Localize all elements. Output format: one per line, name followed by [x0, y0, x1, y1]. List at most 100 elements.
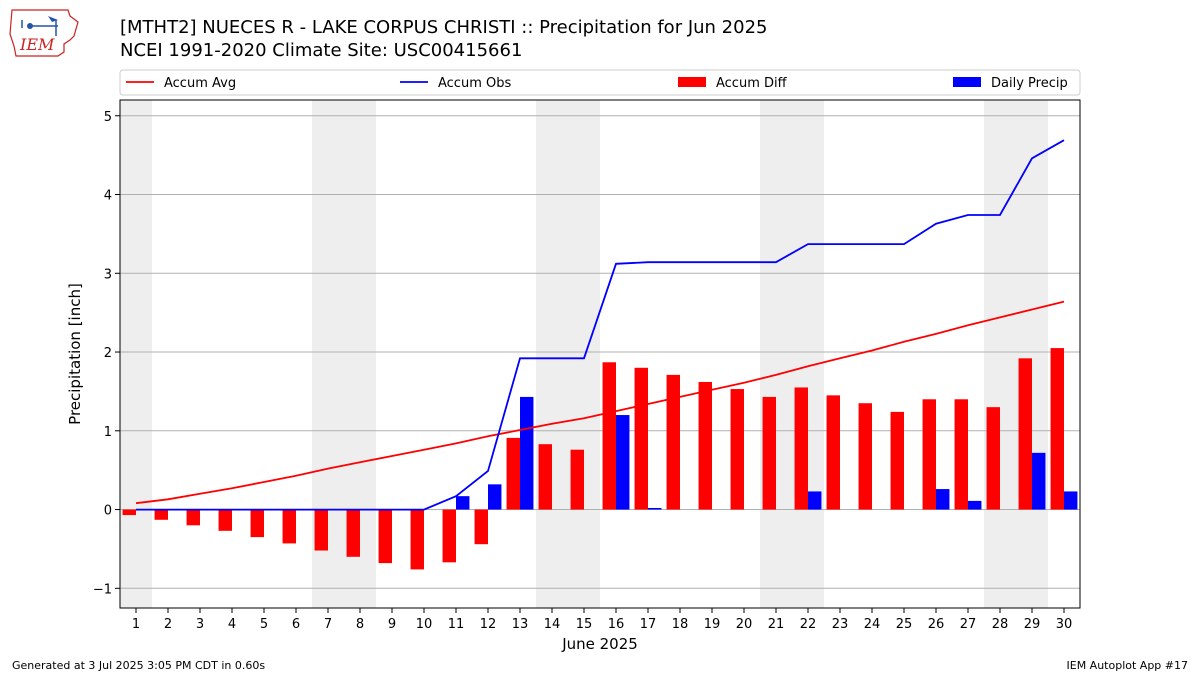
legend-swatch-accum-diff: [678, 77, 706, 87]
y-tick-label: 0: [104, 504, 112, 519]
y-tick-label: −1: [93, 582, 112, 597]
legend: Accum Avg Accum Obs Accum Diff Daily Precip: [119, 69, 1081, 96]
x-tick-label: 4: [228, 617, 236, 632]
x-tick-label: 2: [164, 617, 172, 632]
x-tick-label: 6: [292, 617, 300, 632]
accum-diff-bar-day-18: [666, 374, 680, 510]
daily-precip-bar-day-30: [1064, 491, 1078, 510]
accum-diff-bar-day-3: [186, 509, 200, 526]
daily-precip-bar-day-16: [616, 415, 630, 510]
accum-diff-bar-day-19: [698, 381, 712, 510]
legend-box: [119, 69, 1081, 96]
x-tick-label: 10: [416, 617, 433, 632]
accum-diff-bar-day-5: [250, 509, 264, 538]
x-tick-label: 13: [512, 617, 529, 632]
daily-precip-bar-day-27: [968, 500, 982, 510]
x-tick-label: 24: [864, 617, 881, 632]
x-tick-label: 29: [1024, 617, 1041, 632]
accum-diff-bar-day-27: [954, 399, 968, 510]
x-tick-label: 18: [672, 617, 689, 632]
y-tick-label: 1: [104, 425, 112, 440]
accum-diff-bar-day-23: [826, 395, 840, 510]
logo-text: IEM: [19, 35, 55, 54]
x-tick-label: 19: [704, 617, 721, 632]
x-tick-label: 12: [480, 617, 497, 632]
legend-item-accum-diff: Accum Diff: [678, 76, 788, 91]
accum-diff-bar-day-8: [346, 509, 360, 557]
shaded-day-29: [1016, 100, 1048, 608]
daily-precip-bar-day-17: [648, 507, 662, 510]
legend-label-accum-obs: Accum Obs: [438, 76, 511, 91]
x-tick-label: 17: [640, 617, 657, 632]
shaded-day-1: [120, 100, 152, 608]
legend-item-daily-precip: Daily Precip: [953, 76, 1068, 91]
x-tick-label: 20: [736, 617, 753, 632]
accum-diff-bar-day-4: [218, 509, 232, 531]
accum-diff-bar-day-14: [538, 444, 552, 510]
x-tick-label: 27: [960, 617, 977, 632]
accum-obs-line: [136, 139, 1065, 511]
y-tick-label: 5: [104, 110, 112, 125]
x-tick-label: 11: [448, 617, 465, 632]
y-axis-label: Precipitation [inch]: [66, 283, 84, 425]
accum-diff-bar-day-21: [762, 396, 776, 510]
iem-logo-graphic: IEM: [9, 9, 79, 57]
accum-diff-bar-day-1: [122, 509, 136, 516]
x-tick-label: 25: [896, 617, 913, 632]
shaded-day-22: [792, 100, 824, 608]
daily-precip-bar-day-12: [488, 484, 502, 510]
accum-diff-bar-day-6: [282, 509, 296, 544]
x-tick-label: 8: [356, 617, 364, 632]
x-tick-label: 28: [992, 617, 1009, 632]
y-tick-label: 2: [104, 346, 112, 361]
accum-diff-bar-day-2: [154, 509, 168, 520]
accum-diff-bar-day-20: [730, 389, 744, 510]
accum-diff-bar-day-13: [506, 437, 520, 510]
accum-diff-bar-day-24: [858, 403, 872, 510]
daily-precip-bar-day-11: [456, 496, 470, 510]
x-tick-label: 7: [324, 617, 332, 632]
accum-diff-bar-day-12: [474, 509, 488, 545]
legend-swatch-daily-precip: [953, 77, 981, 87]
shaded-day-28: [984, 100, 1016, 608]
shaded-day-21: [760, 100, 792, 608]
x-tick-label: 22: [800, 617, 817, 632]
accum-diff-bar-day-29: [1018, 358, 1032, 510]
legend-item-accum-obs: Accum Obs: [400, 76, 511, 91]
x-tick-label: 3: [196, 617, 204, 632]
accum-diff-bar-day-16: [602, 362, 616, 510]
footer-app: IEM Autoplot App #17: [1066, 659, 1189, 672]
lines: [135, 139, 1065, 511]
accum-diff-bar-day-28: [986, 407, 1000, 510]
legend-label-daily-precip: Daily Precip: [991, 76, 1068, 91]
bars: [122, 348, 1078, 570]
accum-avg-line: [135, 300, 1065, 505]
accum-diff-bar-day-30: [1050, 348, 1064, 510]
accum-diff-bar-day-11: [442, 509, 456, 563]
footer-generated: Generated at 3 Jul 2025 3:05 PM CDT in 0…: [12, 659, 266, 672]
accum-diff-bar-day-26: [922, 399, 936, 510]
plot-frame: [119, 99, 1081, 609]
legend-label-accum-diff: Accum Diff: [716, 76, 788, 91]
daily-precip-bar-day-22: [808, 491, 822, 510]
x-tick-label: 26: [928, 617, 945, 632]
daily-precip-bar-day-26: [936, 489, 950, 510]
x-tick-label: 30: [1056, 617, 1073, 632]
weekend-shading: [120, 100, 1048, 608]
accum-diff-bar-day-9: [378, 509, 392, 564]
daily-precip-bar-day-29: [1032, 452, 1046, 510]
accum-diff-bar-day-25: [890, 411, 904, 510]
daily-precip-bar-day-13: [520, 396, 534, 510]
x-axis-label: June 2025: [561, 635, 638, 653]
chart-subtitle: NCEI 1991-2020 Climate Site: USC00415661: [120, 40, 523, 61]
x-tick-label: 1: [132, 617, 140, 632]
accum-diff-bar-day-10: [410, 509, 424, 570]
gridlines: [120, 115, 1080, 589]
x-tick-label: 16: [608, 617, 625, 632]
y-tick-label: 4: [104, 189, 112, 204]
x-tick-label: 21: [768, 617, 785, 632]
x-tick-label: 5: [260, 617, 268, 632]
legend-label-accum-avg: Accum Avg: [164, 76, 236, 91]
